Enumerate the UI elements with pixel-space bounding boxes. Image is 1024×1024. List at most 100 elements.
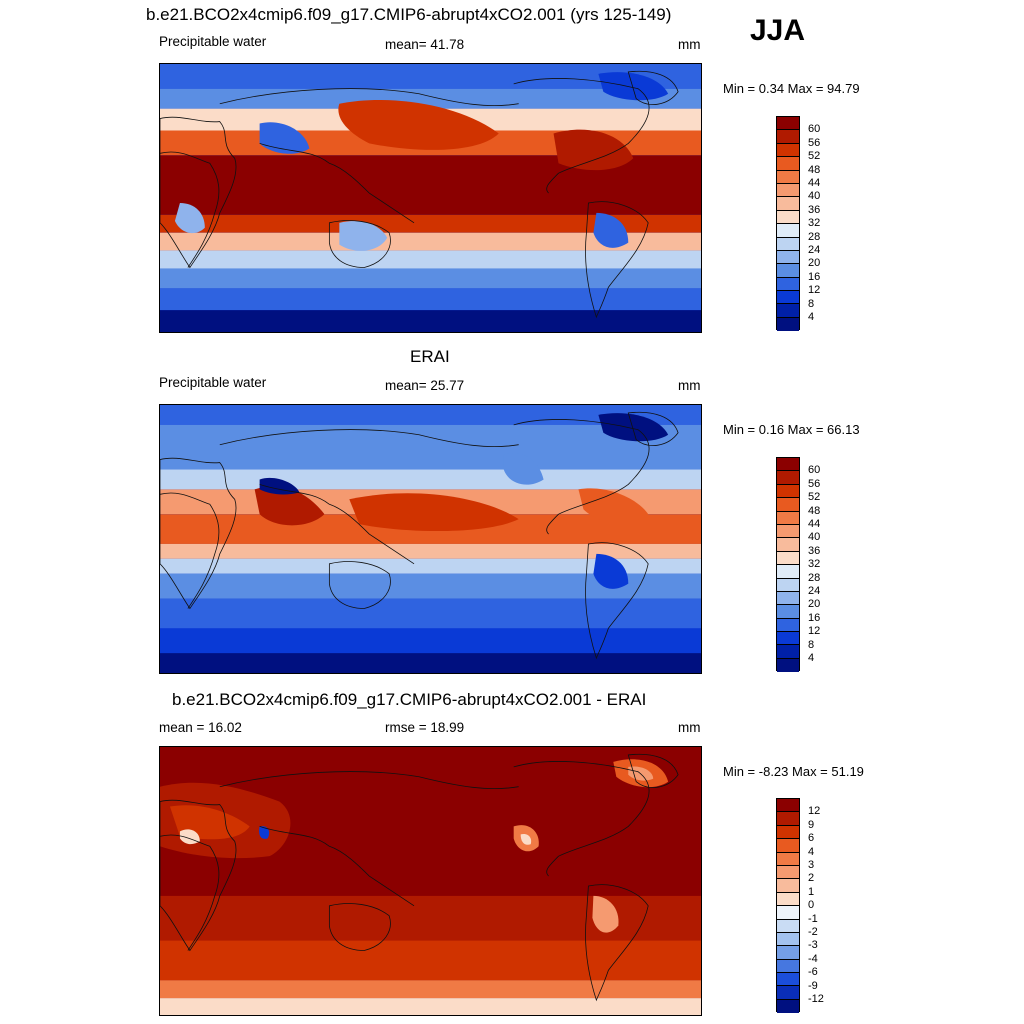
colorbar-tick-label: 8 bbox=[808, 638, 815, 651]
panel-title: b.e21.BCO2x4cmip6.f09_g17.CMIP6-abrupt4x… bbox=[172, 690, 647, 709]
units-label: mm bbox=[678, 37, 701, 52]
colorbar-tick-label: 60 bbox=[808, 123, 821, 136]
colorbar-tick-label: 16 bbox=[808, 270, 821, 283]
colorbar-swatch bbox=[777, 959, 799, 974]
colorbar-swatch bbox=[777, 839, 799, 853]
colorbar-swatch bbox=[777, 658, 799, 673]
colorbar-swatch bbox=[777, 524, 799, 539]
colorbar-tick-label: 56 bbox=[808, 136, 821, 149]
colorbar-swatch bbox=[777, 986, 799, 1000]
colorbar-tick-label: 52 bbox=[808, 150, 821, 163]
colorbar-swatch bbox=[777, 197, 799, 211]
colorbar-swatch bbox=[777, 511, 799, 525]
map-diff bbox=[159, 746, 702, 1016]
colorbar-swatch bbox=[777, 498, 799, 512]
mean-label: mean= 25.77 bbox=[385, 378, 465, 393]
colorbar-swatch bbox=[777, 143, 799, 158]
colorbar-tick-label: 8 bbox=[808, 297, 815, 310]
colorbar-tick-label: 40 bbox=[808, 531, 821, 544]
map-field bbox=[160, 747, 701, 1015]
colorbar-swatch bbox=[777, 551, 799, 566]
minmax-label: Min = -8.23 Max = 51.19 bbox=[723, 764, 864, 779]
colorbar bbox=[776, 116, 800, 332]
colorbar bbox=[776, 798, 800, 1014]
colorbar-tick-label: 12 bbox=[808, 805, 821, 818]
colorbar-tick-label: 9 bbox=[808, 818, 815, 831]
colorbar-swatch bbox=[777, 906, 799, 920]
colorbar-tick-label: -3 bbox=[808, 939, 818, 952]
colorbar-swatch bbox=[777, 538, 799, 552]
colorbar-swatch bbox=[777, 565, 799, 579]
colorbar-swatch bbox=[777, 210, 799, 225]
panel-title: b.e21.BCO2x4cmip6.f09_g17.CMIP6-abrupt4x… bbox=[146, 5, 672, 24]
colorbar-tick-label: 4 bbox=[808, 652, 815, 664]
colorbar-tick-label: 36 bbox=[808, 544, 821, 557]
colorbar-tick-label: -1 bbox=[808, 912, 818, 925]
colorbar-swatch bbox=[777, 645, 799, 659]
colorbar-tick-label: 56 bbox=[808, 477, 821, 490]
colorbar-tick-label: 20 bbox=[808, 257, 821, 270]
colorbar-tick-label: -2 bbox=[808, 926, 818, 938]
colorbar-swatch bbox=[777, 471, 799, 485]
colorbar-tick-label: 44 bbox=[808, 177, 821, 189]
colorbar-swatch bbox=[777, 237, 799, 251]
colorbar-tick-label: 48 bbox=[808, 163, 821, 176]
colorbar-tick-label: 52 bbox=[808, 491, 821, 504]
colorbar-swatch bbox=[777, 799, 799, 813]
colorbar-tick-label: 40 bbox=[808, 190, 821, 203]
colorbar-tick-label: 32 bbox=[808, 217, 821, 230]
variable-label: Precipitable water bbox=[159, 34, 267, 49]
colorbar-tick-label: 4 bbox=[808, 311, 815, 323]
colorbar-tick-label: 36 bbox=[808, 203, 821, 216]
colorbar-tick-label: 44 bbox=[808, 518, 821, 530]
rmse-label: rmse = 18.99 bbox=[385, 720, 465, 735]
colorbar-tick-label: 32 bbox=[808, 558, 821, 571]
colorbar-tick-label: 20 bbox=[808, 598, 821, 611]
colorbar-tick-label: -6 bbox=[808, 966, 818, 979]
colorbar-swatch bbox=[777, 170, 799, 184]
colorbar-tick-label: 24 bbox=[808, 244, 821, 256]
colorbar-swatch bbox=[777, 484, 799, 499]
colorbar-tick-label: 60 bbox=[808, 464, 821, 477]
colorbar-tick-label: -12 bbox=[808, 993, 824, 1005]
colorbar-swatch bbox=[777, 224, 799, 238]
colorbar-swatch bbox=[777, 291, 799, 305]
mean-label: mean = 16.02 bbox=[159, 720, 242, 735]
colorbar-swatch bbox=[777, 317, 799, 332]
map-obs bbox=[159, 404, 702, 674]
colorbar-swatch bbox=[777, 618, 799, 633]
map-field bbox=[160, 64, 701, 332]
colorbar-tick-label: 1 bbox=[808, 885, 815, 898]
colorbar-tick-label: 24 bbox=[808, 585, 821, 597]
colorbar-tick-label: 48 bbox=[808, 504, 821, 517]
minmax-label: Min = 0.16 Max = 66.13 bbox=[723, 422, 860, 437]
colorbar-tick-label: 6 bbox=[808, 832, 815, 845]
colorbar-swatch bbox=[777, 264, 799, 278]
colorbar-tick-label: 12 bbox=[808, 625, 821, 638]
colorbar-swatch bbox=[777, 250, 799, 265]
colorbar bbox=[776, 457, 800, 673]
colorbar-swatch bbox=[777, 157, 799, 171]
colorbar-tick-label: 0 bbox=[808, 899, 815, 912]
colorbar-swatch bbox=[777, 879, 799, 893]
colorbar-swatch bbox=[777, 183, 799, 198]
colorbar-swatch bbox=[777, 458, 799, 472]
variable-label: Precipitable water bbox=[159, 375, 267, 390]
colorbar-swatch bbox=[777, 932, 799, 947]
colorbar-swatch bbox=[777, 852, 799, 866]
colorbar-tick-label: -4 bbox=[808, 952, 818, 965]
map-model bbox=[159, 63, 702, 333]
colorbar-swatch bbox=[777, 130, 799, 144]
colorbar-swatch bbox=[777, 999, 799, 1014]
colorbar-swatch bbox=[777, 578, 799, 592]
mean-label: mean= 41.78 bbox=[385, 37, 465, 52]
colorbar-swatch bbox=[777, 825, 799, 840]
panel-title: ERAI bbox=[410, 347, 450, 366]
colorbar-swatch bbox=[777, 632, 799, 646]
colorbar-tick-label: 28 bbox=[808, 230, 821, 243]
colorbar-swatch bbox=[777, 865, 799, 880]
colorbar-swatch bbox=[777, 117, 799, 131]
colorbar-swatch bbox=[777, 277, 799, 292]
season-label: JJA bbox=[750, 14, 806, 47]
colorbar-tick-label: 2 bbox=[808, 872, 815, 885]
